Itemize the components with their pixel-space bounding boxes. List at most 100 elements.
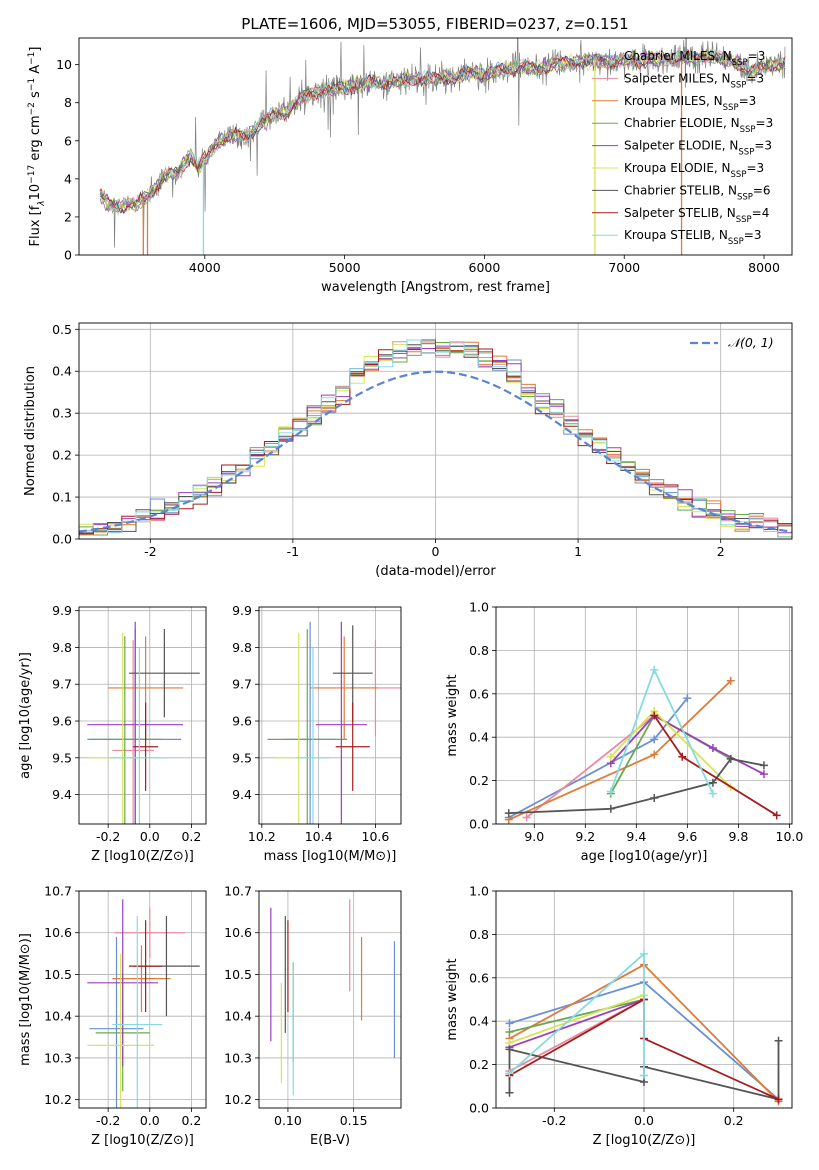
- panel-age-vs-mass: 10.2 10.4 10.6 9.4 9.5 9.6 9.7 9.8 9.9 mass [log1…: [232, 603, 402, 864]
- y-tick-label: 9.9: [232, 603, 252, 618]
- y-label-part: 10: [28, 184, 43, 201]
- x-tick-label: -0.2: [542, 1113, 566, 1128]
- legend-label: Salpeter MILES, NSSP=3: [624, 71, 764, 90]
- legend-name: Kroupa ELODIE, N: [624, 161, 731, 175]
- series-line-4: [509, 998, 645, 1033]
- y-tick-label: 9.5: [52, 750, 72, 765]
- legend-count: =6: [753, 183, 771, 197]
- x-tick-label: 0.2: [724, 1113, 744, 1128]
- grid: [259, 607, 401, 824]
- y-axis-label: Flux [fλ10−17 erg cm−2 s−1 A−1]: [27, 47, 47, 247]
- y-label-part: −17: [27, 165, 37, 184]
- y-tick-label: 10.6: [44, 925, 72, 940]
- legend-label: Kroupa ELODIE, NSSP=3: [624, 161, 764, 180]
- legend-name: Salpeter ELODIE, N: [624, 139, 738, 153]
- series-marker: [774, 1095, 783, 1104]
- x-axis-label: Z [log10(Z/Z⊙)]: [593, 1133, 696, 1148]
- legend-label: Chabrier MILES, NSSP=3: [624, 49, 765, 68]
- x-axis-label: age [log10(age/yr)]: [581, 849, 708, 864]
- series-marker: [505, 1019, 514, 1028]
- y-tick-label: 0.2: [469, 773, 489, 788]
- legend-label: Salpeter ELODIE, NSSP=3: [624, 139, 772, 158]
- axes-frame: [78, 37, 793, 256]
- y-tick-label: 10: [56, 57, 72, 72]
- series-marker: [708, 744, 717, 753]
- series-marker: [606, 804, 615, 813]
- legend-label: Kroupa MILES, NSSP=3: [624, 94, 756, 113]
- legend-count: =3: [746, 71, 764, 85]
- series-marker: [606, 787, 615, 796]
- x-tick-label: 0.15: [340, 1113, 368, 1128]
- x-tick-label: 0.10: [274, 1113, 302, 1128]
- x-tick-label: 9.8: [728, 829, 748, 844]
- legend-sub: SSP: [728, 237, 744, 247]
- series-lines: [505, 949, 783, 1106]
- y-tick-label: 0: [64, 248, 72, 263]
- histogram-9: [79, 339, 792, 538]
- axes-frame: [258, 606, 402, 825]
- legend-sub: SSP: [732, 58, 748, 68]
- y-label-part: −1: [27, 52, 37, 65]
- y-label-part: −2: [27, 102, 37, 115]
- y-tick-label: 10.7: [44, 884, 72, 899]
- error-bars: [270, 899, 396, 1096]
- x-tick-label: 5000: [329, 260, 361, 275]
- model-spectrum-6: [99, 49, 786, 214]
- series-marker: [505, 1045, 514, 1054]
- series-marker: [505, 1088, 514, 1097]
- y-tick-label: 9.9: [52, 603, 72, 618]
- legend-label: Chabrier ELODIE, NSSP=3: [624, 116, 773, 135]
- y-label-part: s: [28, 91, 43, 102]
- series-marker: [726, 676, 735, 685]
- y-axis-label: mass [log10(M/M⊙)]: [18, 933, 33, 1066]
- y-tick-label: 0.2: [469, 1057, 489, 1072]
- y-label-part: −1: [27, 78, 37, 91]
- model-spectrum-9: [99, 49, 786, 217]
- x-tick-label: -2: [144, 544, 156, 559]
- y-tick-label: 10.5: [44, 967, 72, 982]
- panel-residual-histogram: -2 -1 0 1 2 0.0 0.1 0.2 0.3 0.4 0.5 (data-model)/er…: [23, 322, 793, 579]
- panel-massweight-vs-metallicity: -0.2 0.0 0.2 0.0 0.2 0.4 0.6 0.8 1.0 Z [log10(Z/Z…: [445, 884, 793, 1148]
- x-axis-label: E(B-V): [310, 1133, 350, 1148]
- series-line-7: [508, 757, 765, 814]
- y-tick-label: 0.4: [52, 364, 72, 379]
- series-marker: [708, 789, 717, 798]
- series-line-1: [508, 697, 689, 819]
- y-tick-label: 10.4: [224, 1009, 252, 1024]
- x-tick-label: 0.0: [634, 1113, 654, 1128]
- y-tick-label: 0.6: [469, 686, 489, 701]
- x-tick-label: 0.2: [181, 1113, 201, 1128]
- x-tick-label: -0.2: [96, 829, 120, 844]
- x-tick-label: -1: [287, 544, 299, 559]
- legend-count: =3: [754, 139, 772, 153]
- y-tick-label: 0.8: [469, 927, 489, 942]
- legend-sub: SSP: [740, 125, 756, 135]
- error-bars: [87, 621, 200, 824]
- x-tick-label: 9.0: [524, 829, 544, 844]
- panel-massweight-vs-age: 9.0 9.2 9.4 9.6 9.8 10.0 0.0 0.2 0.4 0.6 0.8 1.0 age…: [445, 600, 803, 865]
- x-axis-label: mass [log10(M/M⊙)]: [264, 849, 397, 864]
- y-tick-label: 0.0: [469, 1101, 489, 1116]
- x-tick-label: 0.2: [181, 829, 201, 844]
- x-tick-label: -0.2: [96, 1113, 120, 1128]
- legend-label: Chabrier STELIB, NSSP=6: [624, 183, 771, 202]
- series-marker: [522, 813, 531, 822]
- y-tick-label: 2: [64, 209, 72, 224]
- y-tick-label: 9.7: [232, 677, 252, 692]
- series-marker: [650, 793, 659, 802]
- series-marker: [678, 752, 687, 761]
- x-tick-label: 9.4: [626, 829, 646, 844]
- series-line-6: [509, 994, 645, 1044]
- legend-label: Kroupa STELIB, NSSP=3: [624, 228, 762, 247]
- y-tick-label: 9.7: [52, 677, 72, 692]
- x-tick-label: 10.0: [776, 829, 804, 844]
- series-marker: [640, 949, 648, 958]
- series-marker: [650, 735, 659, 744]
- axes-frame: [495, 890, 793, 1109]
- grid: [259, 890, 401, 1108]
- x-tick-label: 6000: [469, 260, 501, 275]
- y-axis-label: Normed distribution: [23, 366, 38, 496]
- legend-name: Salpeter MILES, N: [624, 71, 731, 85]
